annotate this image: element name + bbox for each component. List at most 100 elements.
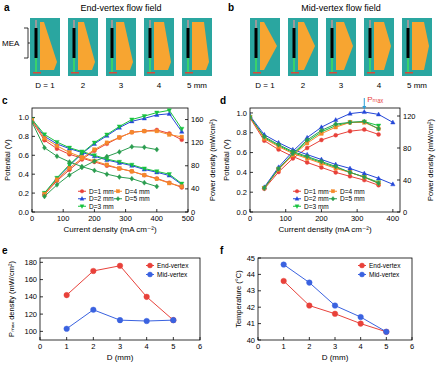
y2-tick-label: 80 xyxy=(403,144,411,153)
data-point xyxy=(92,168,96,173)
flow-field-cell xyxy=(250,18,280,76)
data-point xyxy=(281,262,287,268)
data-point xyxy=(142,145,146,150)
plot-area xyxy=(32,109,184,199)
mea-bar xyxy=(369,28,372,58)
data-point xyxy=(55,154,59,159)
mea-bar xyxy=(331,28,334,58)
data-point xyxy=(64,326,70,332)
data-point xyxy=(362,120,366,124)
x-tick xyxy=(156,209,157,212)
data-point xyxy=(155,184,159,189)
panel-letter: f xyxy=(220,245,224,256)
x-tick-label: 0 xyxy=(38,342,42,351)
cell-label: D = 1 xyxy=(35,81,55,90)
plot-frame xyxy=(32,108,188,212)
y2-tick xyxy=(185,142,188,143)
y-tick-label: 0.8 xyxy=(19,132,29,141)
annotation: Pₘₐₓ xyxy=(367,95,383,104)
annotation-arrowhead xyxy=(362,106,366,110)
y-tick-label: 1.0 xyxy=(237,109,247,118)
cell-label: 2 xyxy=(301,81,306,90)
outlet-mark xyxy=(329,72,337,74)
y-tick-label: 40 xyxy=(247,336,255,345)
panel-letter: a xyxy=(4,2,10,13)
x-tick-label: 1 xyxy=(65,342,69,351)
data-point xyxy=(80,164,84,169)
data-point xyxy=(117,167,121,171)
cell-label: D = 1 xyxy=(255,81,275,90)
y-tick xyxy=(40,296,43,297)
outlet xyxy=(369,58,371,73)
panel-letter: d xyxy=(220,95,226,106)
legend: End-vertexMid-vertex xyxy=(146,262,189,278)
legend-marker xyxy=(80,189,84,193)
legend-label: End-vertex xyxy=(369,262,401,269)
data-point xyxy=(377,127,381,131)
data-point xyxy=(42,194,46,199)
data-point xyxy=(80,157,84,161)
y2-tick-label: 120 xyxy=(403,112,416,121)
data-point xyxy=(377,181,381,186)
legend-label: D=1 mm xyxy=(89,188,114,195)
cell-background xyxy=(144,18,174,76)
data-point xyxy=(155,128,159,132)
legend-label: D=1 mm xyxy=(304,188,329,195)
y-tick xyxy=(32,155,35,156)
flow-region xyxy=(154,22,171,70)
y-axis-label: Potential (V) xyxy=(222,139,231,181)
x-tick xyxy=(309,337,310,340)
data-point xyxy=(262,134,266,139)
data-point xyxy=(142,180,146,185)
series-line xyxy=(264,122,378,188)
mea-bar xyxy=(187,28,190,58)
inlet xyxy=(149,20,151,28)
data-point xyxy=(117,263,123,269)
y-tick-label: 43 xyxy=(247,286,255,295)
data-point xyxy=(105,163,109,167)
data-point xyxy=(348,121,352,125)
data-point xyxy=(180,135,184,139)
x-tick-label: 6 xyxy=(198,342,202,351)
y-tick-label: 41 xyxy=(247,319,255,328)
data-point xyxy=(42,145,46,150)
series-line xyxy=(250,117,379,182)
flow-region xyxy=(374,22,391,70)
diagram-title: End-vertex flow field xyxy=(80,3,161,13)
data-point xyxy=(80,165,84,170)
y-tick xyxy=(40,279,43,280)
cell-label: 4 xyxy=(157,81,162,90)
data-point xyxy=(130,163,134,167)
x-tick xyxy=(125,209,126,212)
series-line xyxy=(32,119,182,183)
data-point xyxy=(250,114,252,119)
cell-background xyxy=(364,18,394,76)
data-point xyxy=(117,175,121,180)
cell-label: 5 mm xyxy=(407,81,427,90)
data-point xyxy=(130,118,134,122)
flow-field-cell xyxy=(364,18,394,76)
data-point xyxy=(55,182,59,187)
data-point xyxy=(180,127,184,131)
legend-label: D=4 mm xyxy=(125,188,150,195)
x-tick-label: 400 xyxy=(151,214,164,223)
data-point xyxy=(307,280,313,286)
data-point xyxy=(105,133,109,137)
data-point xyxy=(319,165,323,169)
y2-tick-label: 80 xyxy=(191,161,199,170)
data-point xyxy=(155,147,159,152)
outlet xyxy=(149,58,151,73)
data-point xyxy=(384,329,390,335)
data-point xyxy=(334,122,338,127)
series-line xyxy=(264,122,378,188)
y-tick-label: 0.6 xyxy=(19,151,29,160)
data-point xyxy=(307,303,313,309)
data-point xyxy=(130,144,134,149)
y-tick-label: 0.4 xyxy=(19,170,29,179)
cell-label: 3 xyxy=(119,81,124,90)
data-point xyxy=(92,159,96,164)
panel-letter: c xyxy=(2,95,8,106)
x-tick xyxy=(412,337,413,340)
legend-marker xyxy=(295,189,299,193)
data-point xyxy=(281,278,287,284)
